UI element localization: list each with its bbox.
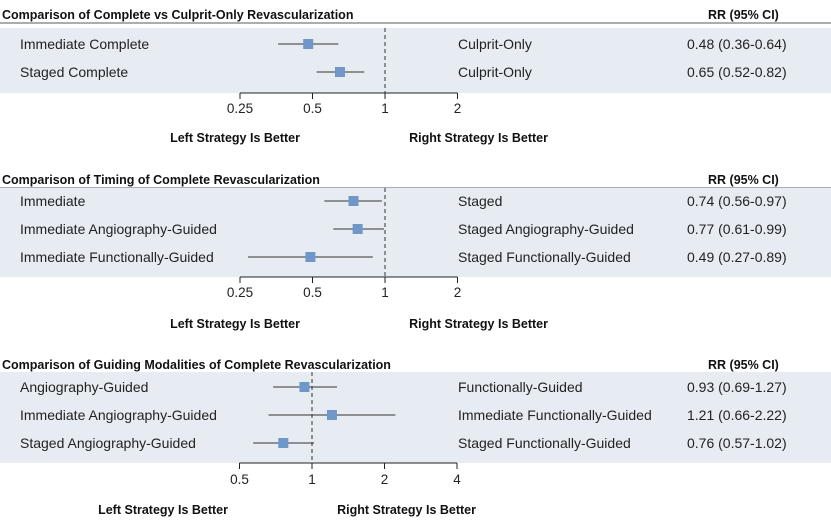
right-strategy-label: Culprit-Only [458, 36, 532, 52]
rr-ci-value: 0.49 (0.27-0.89) [687, 249, 787, 265]
right-strategy-label: Staged [458, 193, 502, 209]
right-strategy-label: Functionally-Guided [458, 379, 583, 395]
rr-ci-value: 0.93 (0.69-1.27) [687, 379, 787, 395]
x-axis-tick-label: 4 [453, 472, 461, 487]
panel-background [0, 28, 831, 93]
point-estimate-marker [299, 382, 310, 392]
right-strategy-label: Staged Functionally-Guided [458, 435, 631, 451]
left-strategy-label: Angiography-Guided [20, 379, 148, 395]
point-estimate-marker [326, 410, 337, 420]
x-axis-tick-label: 0.5 [303, 101, 322, 116]
x-axis-tick-label: 0.25 [227, 101, 253, 116]
x-axis-tick-label: 1 [308, 472, 316, 487]
x-axis-tick-label: 2 [454, 101, 462, 116]
rr-ci-value: 0.77 (0.61-0.99) [687, 221, 787, 237]
panel-title: Comparison of Complete vs Culprit-Only R… [2, 8, 353, 22]
left-strategy-label: Immediate Complete [20, 36, 149, 52]
point-estimate-marker [278, 438, 289, 448]
left-strategy-label: Immediate Functionally-Guided [20, 249, 214, 265]
rr-ci-value: 0.74 (0.56-0.97) [687, 193, 787, 209]
x-axis-tick-label: 0.5 [230, 472, 249, 487]
rr-ci-value: 0.48 (0.36-0.64) [687, 36, 787, 52]
right-strategy-label: Staged Angiography-Guided [458, 221, 634, 237]
point-estimate-marker [348, 196, 359, 206]
left-strategy-label: Immediate Angiography-Guided [20, 221, 217, 237]
left-strategy-footer: Left Strategy Is Better [170, 317, 300, 331]
panel-title: Comparison of Timing of Complete Revascu… [2, 173, 320, 187]
panel-background [0, 188, 831, 277]
right-strategy-label: Immediate Functionally-Guided [458, 407, 652, 423]
left-strategy-footer: Left Strategy Is Better [170, 131, 300, 145]
x-axis-tick-label: 2 [381, 472, 389, 487]
rr-ci-value: 0.76 (0.57-1.02) [687, 435, 787, 451]
rr-ci-value: 0.65 (0.52-0.82) [687, 64, 787, 80]
right-strategy-label: Staged Functionally-Guided [458, 249, 631, 265]
right-strategy-footer: Right Strategy Is Better [337, 503, 476, 517]
x-axis-tick-label: 1 [381, 285, 389, 300]
left-strategy-label: Staged Angiography-Guided [20, 435, 196, 451]
rr-header: RR (95% CI) [708, 358, 779, 372]
point-estimate-marker [305, 252, 316, 262]
x-axis-tick-label: 2 [454, 285, 462, 300]
right-strategy-footer: Right Strategy Is Better [409, 317, 548, 331]
right-strategy-footer: Right Strategy Is Better [409, 131, 548, 145]
point-estimate-marker [303, 39, 314, 49]
rr-header: RR (95% CI) [708, 173, 779, 187]
x-axis-tick-label: 1 [381, 101, 389, 116]
point-estimate-marker [334, 67, 345, 77]
x-axis-tick-label: 0.5 [303, 285, 322, 300]
point-estimate-marker [352, 224, 363, 234]
rr-header: RR (95% CI) [708, 8, 779, 22]
rr-ci-value: 1.21 (0.66-2.22) [687, 407, 787, 423]
left-strategy-label: Immediate Angiography-Guided [20, 407, 217, 423]
left-strategy-footer: Left Strategy Is Better [98, 503, 228, 517]
right-strategy-label: Culprit-Only [458, 64, 532, 80]
left-strategy-label: Immediate [20, 193, 86, 209]
left-strategy-label: Staged Complete [20, 64, 128, 80]
x-axis-tick-label: 0.25 [227, 285, 253, 300]
panel-title: Comparison of Guiding Modalities of Comp… [2, 358, 391, 372]
panel-background [0, 372, 831, 463]
